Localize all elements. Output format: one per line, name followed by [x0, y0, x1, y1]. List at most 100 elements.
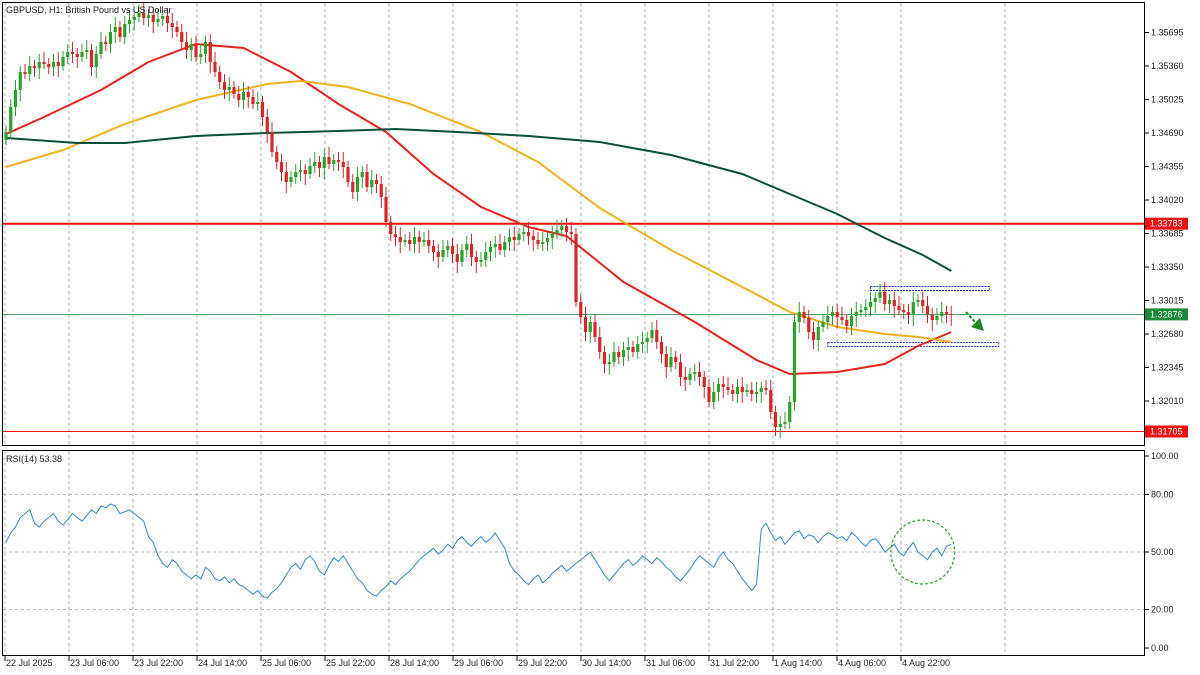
candle-body [769, 390, 773, 412]
annotation-zone [870, 286, 990, 291]
time-tick-label: 24 Jul 14:00 [198, 658, 247, 668]
candle-body [588, 322, 592, 332]
candle-body [365, 172, 369, 187]
candle-body [308, 166, 312, 174]
candle-body [740, 387, 744, 392]
candle-body [678, 362, 683, 377]
candle-body [455, 254, 459, 262]
candle-body [218, 72, 222, 82]
candle-body [66, 52, 70, 57]
candle-body [712, 392, 716, 402]
candle-body [241, 92, 246, 100]
candle-body [821, 322, 825, 327]
candle-body [707, 387, 711, 402]
candle-body [788, 402, 792, 422]
candle-body [374, 180, 379, 184]
candle-body [726, 387, 730, 390]
candle-body [51, 62, 56, 67]
candle-body [764, 388, 768, 390]
candle-body [32, 66, 37, 68]
price-tick-label: 1.35360 [1151, 61, 1184, 71]
candle-body [313, 162, 317, 166]
candle-body [189, 44, 193, 50]
candle-body [251, 97, 255, 104]
bearish-arrow-marker [965, 311, 984, 331]
candle-body [626, 347, 630, 350]
candle-body [422, 240, 426, 242]
candle-body [802, 312, 806, 318]
candle-body [631, 347, 635, 352]
candle-body [735, 387, 740, 394]
candle-body [598, 337, 602, 352]
candle-body [346, 167, 350, 182]
rsi-title: RSI(14) 53.38 [6, 454, 62, 464]
candle-body [593, 322, 597, 337]
time-tick-label: 4 Aug 22:00 [902, 658, 950, 668]
rsi-tick-label: 50.00 [1151, 547, 1174, 557]
time-tick-label: 23 Jul 06:00 [70, 658, 119, 668]
price-tag-box [1145, 308, 1188, 321]
candle-body [4, 132, 8, 140]
candle-body [897, 306, 901, 310]
candle-body [294, 172, 298, 177]
candle-body [156, 19, 160, 22]
candle-body [56, 62, 60, 66]
candle-body [232, 87, 236, 94]
candle-body [427, 240, 431, 246]
candle-body [469, 244, 474, 257]
candle-body [104, 42, 108, 44]
price-tick-label: 1.35025 [1151, 95, 1184, 105]
time-tick-label: 4 Aug 06:00 [838, 658, 886, 668]
rsi-highlight-circle [890, 519, 956, 585]
candle-body [560, 226, 564, 230]
candle-body [118, 27, 122, 37]
candle-body [655, 330, 659, 342]
candle-body [203, 42, 208, 54]
candle-body [569, 232, 573, 234]
candle-body [702, 377, 706, 387]
candle-body [873, 298, 877, 302]
candle-body [208, 42, 212, 62]
candle-body [484, 252, 488, 260]
candle-body [194, 44, 198, 57]
candle-body [887, 300, 892, 304]
candle-body [450, 246, 455, 254]
rsi-line [5, 503, 952, 599]
rsi-tick-label: 0.00 [1151, 643, 1169, 653]
time-tick-label: 28 Jul 14:00 [390, 658, 439, 668]
candle-body [759, 388, 763, 392]
candle-body [80, 52, 84, 57]
candle-body [902, 310, 906, 312]
candle-body [683, 377, 687, 380]
candle-body [317, 162, 322, 168]
candle-body [351, 182, 355, 192]
candle-body [446, 246, 450, 250]
candle-body [845, 320, 849, 326]
candle-body [797, 312, 801, 322]
candle-body [545, 238, 550, 242]
price-tick-label: 1.34355 [1151, 162, 1184, 172]
price-tick-label: 1.33015 [1151, 296, 1184, 306]
candle-body [849, 316, 854, 326]
rsi-highlight-ring [890, 519, 956, 585]
time-tick-label: 29 Jul 06:00 [454, 658, 503, 668]
rsi-tick-label: 100.00 [1151, 451, 1179, 461]
candle-body [47, 64, 51, 67]
candle-body [23, 72, 27, 74]
candle-body [826, 316, 830, 322]
price-tick-label: 1.34690 [1151, 128, 1184, 138]
candle-body [750, 390, 754, 394]
time-tick-label: 22 Jul 2025 [6, 658, 53, 668]
price-tick-label: 1.35695 [1151, 28, 1184, 38]
candle-body [227, 87, 231, 90]
candle-body [213, 62, 217, 72]
price-tick-label: 1.32345 [1151, 363, 1184, 373]
candle-body [360, 172, 364, 177]
time-tick-label: 29 Jul 22:00 [518, 658, 567, 668]
candle-body [132, 17, 136, 20]
price-tag-label: 1.31705 [1150, 427, 1183, 437]
candle-body [289, 177, 293, 182]
candle-body [583, 317, 588, 332]
candle-body [412, 237, 417, 244]
candle-body [303, 170, 307, 174]
